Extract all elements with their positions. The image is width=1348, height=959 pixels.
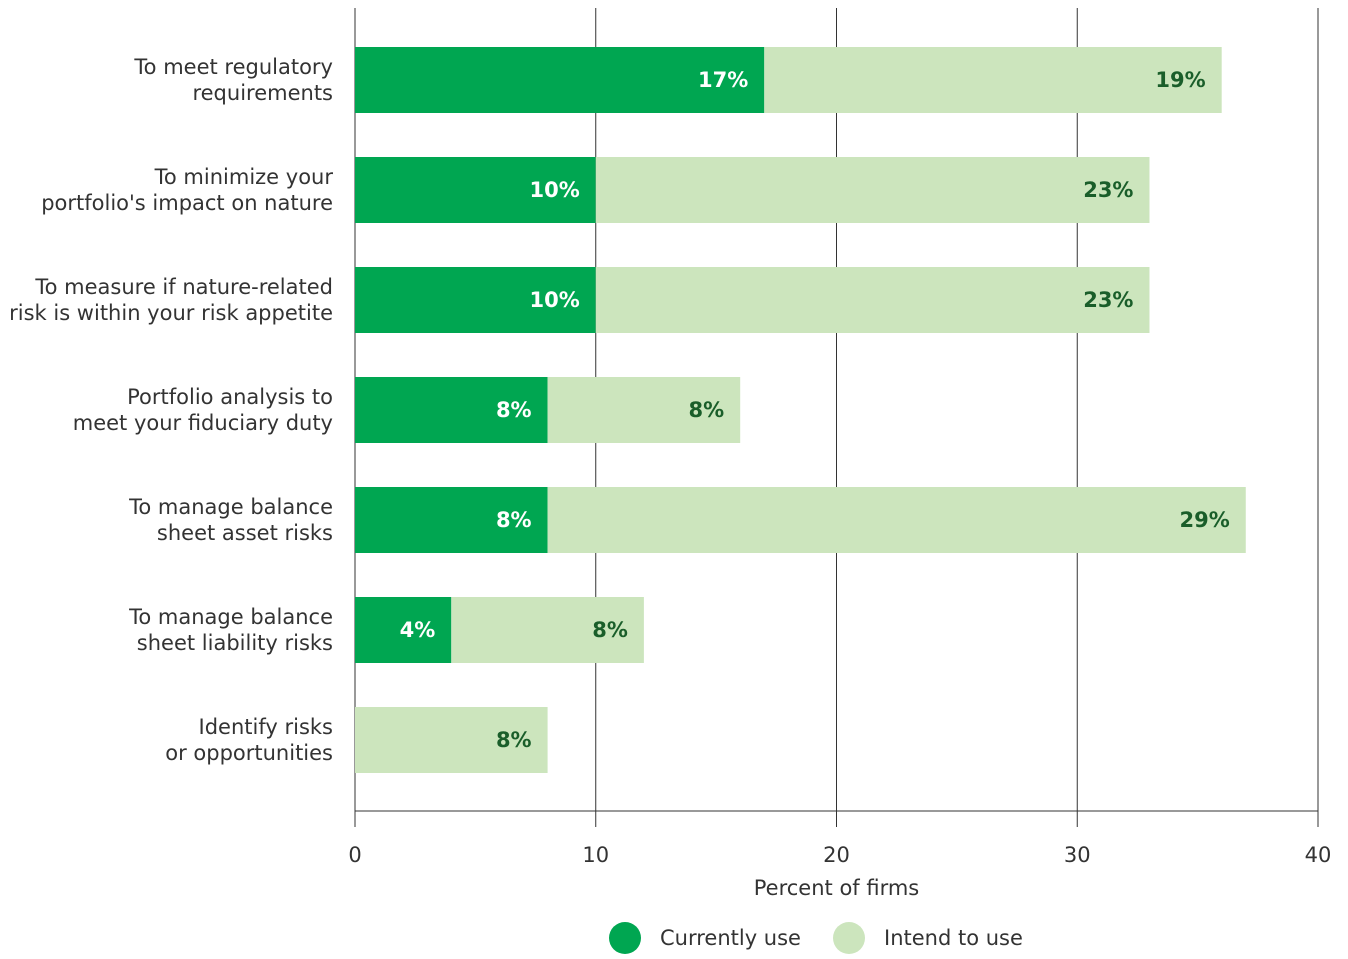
bar-intend-to-use-1 [595, 157, 1150, 223]
bar-currently-use-3 [355, 377, 548, 443]
data-label-intend-to-use-0: 19% [1155, 68, 1205, 92]
category-label-4: To manage balance sheet asset risks [128, 495, 333, 545]
bar-intend-to-use-2 [595, 267, 1150, 333]
data-label-currently-use-0: 17% [698, 68, 748, 92]
legend-label-currently-use: Currently use [660, 926, 801, 950]
category-label-6: Identify risks or opportunities [165, 715, 333, 765]
data-label-currently-use-3: 8% [496, 398, 532, 422]
x-axis: 0 10 20 30 40 Percent of firms [348, 810, 1332, 900]
legend-swatch-currently-use [609, 922, 641, 954]
x-tick-label-30: 30 [1064, 843, 1091, 867]
legend-label-intend-to-use: Intend to use [884, 926, 1023, 950]
bar-intend-to-use-5 [451, 597, 644, 663]
category-labels: To meet regulatory requirements To minimiz… [9, 55, 333, 765]
data-label-intend-to-use-1: 23% [1083, 178, 1133, 202]
bar-currently-use-1 [355, 157, 596, 223]
data-label-intend-to-use-3: 8% [689, 398, 725, 422]
x-tick-label-0: 0 [348, 843, 361, 867]
bar-currently-use-5 [355, 597, 452, 663]
x-tick-label-40: 40 [1305, 843, 1332, 867]
bar-currently-use-2 [355, 267, 596, 333]
legend: Currently use Intend to use [609, 922, 1023, 954]
x-tick-label-10: 10 [582, 843, 609, 867]
data-label-intend-to-use-6: 8% [496, 728, 532, 752]
bar-intend-to-use-3 [547, 377, 741, 443]
category-label-5: To manage balance sheet liability risks [128, 605, 333, 655]
category-label-1: To minimize your portfolio's impact on na… [41, 165, 333, 215]
data-label-intend-to-use-5: 8% [592, 618, 628, 642]
data-label-intend-to-use-2: 23% [1083, 288, 1133, 312]
bar-intend-to-use-6 [355, 707, 548, 773]
category-label-3: Portfolio analysis to meet your fiduciary… [73, 385, 333, 435]
category-label-2: To measure if nature-related risk is with… [9, 275, 333, 325]
data-label-currently-use-2: 10% [529, 288, 579, 312]
bar-intend-to-use-4 [547, 487, 1246, 553]
category-label-0: To meet regulatory requirements [133, 55, 333, 105]
bar-currently-use-0 [355, 47, 765, 113]
data-label-currently-use-5: 4% [400, 618, 436, 642]
data-label-currently-use-1: 10% [529, 178, 579, 202]
legend-swatch-intend-to-use [833, 922, 865, 954]
data-label-intend-to-use-4: 29% [1180, 508, 1230, 532]
x-tick-label-20: 20 [823, 843, 850, 867]
x-axis-title: Percent of firms [754, 876, 920, 900]
bars: 17% 19% 10% 23% 10% 23% 8% 8% 8% 29% 4% 8% 8% [355, 47, 1246, 773]
data-label-currently-use-4: 8% [496, 508, 532, 532]
bar-intend-to-use-0 [764, 47, 1222, 113]
bar-currently-use-4 [355, 487, 548, 553]
gridlines [354, 8, 1319, 827]
